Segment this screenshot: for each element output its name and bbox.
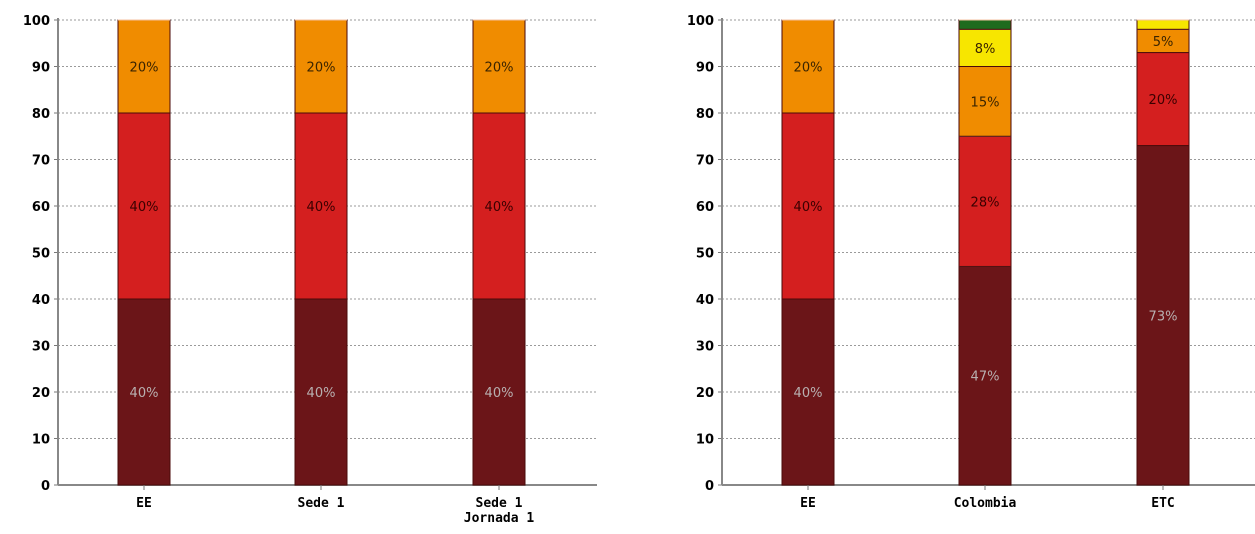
y-tick-label: 30 xyxy=(32,340,50,355)
data-label: 20% xyxy=(485,61,514,76)
data-label: 15% xyxy=(971,95,1000,110)
data-label: 8% xyxy=(975,42,996,57)
bar-segment xyxy=(117,298,171,486)
y-tick-label: 100 xyxy=(23,14,50,29)
bar-segment xyxy=(294,298,348,486)
y-tick-label: 50 xyxy=(32,247,50,262)
y-tick-label: 10 xyxy=(696,433,714,448)
y-tick-label: 20 xyxy=(32,386,50,401)
x-tick-label: Jornada 1 xyxy=(464,511,535,526)
data-label: 40% xyxy=(307,200,336,215)
y-tick-label: 60 xyxy=(696,200,714,215)
data-label: 5% xyxy=(1153,35,1174,50)
data-label: 40% xyxy=(130,386,159,401)
data-label: 40% xyxy=(130,200,159,215)
bar-segment xyxy=(472,298,526,486)
y-tick-label: 20 xyxy=(696,386,714,401)
data-label: 40% xyxy=(485,386,514,401)
y-tick-label: 70 xyxy=(696,154,714,169)
y-tick-label: 70 xyxy=(32,154,50,169)
chart-1: 0 10 20 30 40 50 60 70 80 90 100 40% 40% 20% EE 40% 40% 2… xyxy=(23,14,597,526)
data-label: 40% xyxy=(794,386,823,401)
data-label: 73% xyxy=(1149,309,1178,324)
x-tick-label: Colombia xyxy=(954,496,1017,511)
y-tick-label: 60 xyxy=(32,200,50,215)
bar-segment xyxy=(117,112,171,300)
bar-segment xyxy=(958,66,1012,137)
bar-segment xyxy=(958,28,1012,67)
x-tick-label: Sede 1 xyxy=(298,496,345,511)
bar-segment xyxy=(117,19,171,114)
bar-segment xyxy=(472,19,526,114)
y-tick-label: 0 xyxy=(705,479,714,494)
data-label: 28% xyxy=(971,195,1000,210)
data-label: 20% xyxy=(307,61,336,76)
data-label: 40% xyxy=(794,200,823,215)
bar-segment xyxy=(294,19,348,114)
bar-segment xyxy=(958,19,1012,30)
bar-segment xyxy=(1136,52,1190,147)
data-label: 20% xyxy=(794,61,823,76)
bar-segment xyxy=(958,135,1012,267)
bar-segment xyxy=(781,112,835,300)
bar-segment xyxy=(781,19,835,114)
y-tick-label: 80 xyxy=(32,107,50,122)
data-label: 40% xyxy=(307,386,336,401)
bar-segment xyxy=(1136,19,1190,30)
y-tick-label: 90 xyxy=(696,61,714,76)
x-tick-label: EE xyxy=(136,496,152,511)
data-label: 40% xyxy=(485,200,514,215)
data-label: 20% xyxy=(1149,93,1178,108)
data-label: 20% xyxy=(130,61,159,76)
chart-2: 0 10 20 30 40 50 60 70 80 90 100 40% 40% 20% EE 47% 28% 1… xyxy=(687,14,1255,511)
bar-segment xyxy=(958,265,1012,486)
y-tick-label: 0 xyxy=(41,479,50,494)
x-tick-label: Sede 1 xyxy=(476,496,523,511)
y-tick-label: 40 xyxy=(696,293,714,308)
bar-segment xyxy=(294,112,348,300)
y-tick-label: 80 xyxy=(696,107,714,122)
y-tick-label: 100 xyxy=(687,14,714,29)
bar-segment xyxy=(781,298,835,486)
x-tick-label: EE xyxy=(800,496,816,511)
y-tick-label: 40 xyxy=(32,293,50,308)
bar-segment xyxy=(472,112,526,300)
y-tick-label: 90 xyxy=(32,61,50,76)
y-tick-label: 50 xyxy=(696,247,714,262)
x-tick-label: ETC xyxy=(1151,496,1174,511)
data-label: 47% xyxy=(971,370,1000,385)
y-tick-label: 10 xyxy=(32,433,50,448)
y-tick-label: 30 xyxy=(696,340,714,355)
